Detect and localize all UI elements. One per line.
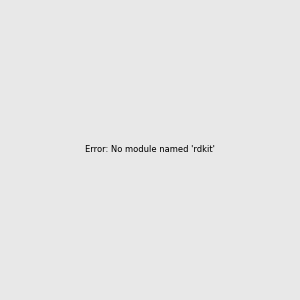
Text: Error: No module named 'rdkit': Error: No module named 'rdkit' bbox=[85, 146, 215, 154]
